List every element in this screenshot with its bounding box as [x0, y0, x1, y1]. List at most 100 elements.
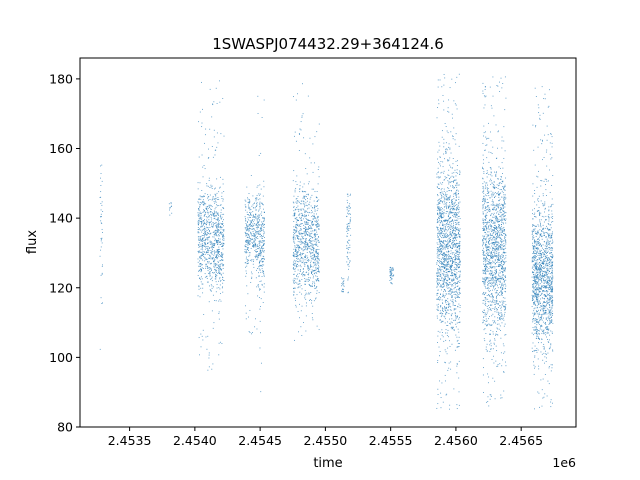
- data-point: [220, 204, 221, 206]
- data-point: [450, 207, 452, 209]
- data-point: [455, 175, 457, 177]
- data-point: [488, 225, 490, 227]
- data-point: [247, 217, 249, 219]
- data-point: [491, 256, 493, 258]
- data-point: [210, 186, 212, 188]
- data-point: [247, 221, 248, 223]
- data-point: [218, 226, 219, 228]
- data-point: [443, 84, 445, 86]
- data-point: [503, 313, 505, 315]
- data-point: [437, 176, 439, 178]
- data-point: [445, 211, 447, 212]
- data-point: [297, 260, 298, 262]
- data-point: [456, 253, 458, 255]
- data-point: [202, 253, 204, 255]
- data-point: [305, 293, 307, 295]
- data-point: [499, 305, 501, 307]
- data-point: [215, 275, 216, 277]
- data-point: [499, 189, 501, 191]
- data-point: [437, 303, 439, 305]
- data-point: [218, 235, 220, 237]
- data-point: [484, 303, 486, 305]
- data-point: [451, 220, 453, 221]
- data-point: [256, 224, 258, 226]
- data-point: [253, 266, 255, 268]
- data-point: [262, 248, 263, 250]
- data-point: [437, 298, 439, 300]
- data-point: [450, 181, 452, 183]
- data-point: [206, 220, 208, 222]
- data-point: [446, 197, 448, 199]
- data-point: [455, 184, 457, 186]
- data-point: [301, 279, 303, 280]
- data-point: [343, 282, 345, 284]
- data-point: [437, 282, 438, 284]
- data-point: [496, 303, 498, 304]
- data-point: [483, 293, 485, 295]
- data-point: [222, 291, 224, 293]
- data-point: [499, 363, 501, 365]
- data-point: [293, 135, 295, 137]
- data-point: [100, 220, 102, 222]
- data-point: [254, 216, 256, 217]
- data-point: [300, 253, 302, 255]
- data-point: [438, 209, 440, 211]
- data-point: [440, 198, 442, 199]
- data-point: [491, 107, 493, 109]
- data-point: [212, 244, 214, 246]
- data-point: [453, 204, 455, 206]
- data-point: [441, 276, 443, 278]
- data-point: [502, 256, 504, 258]
- data-point: [436, 247, 438, 248]
- data-point: [302, 191, 303, 193]
- data-point: [259, 206, 261, 208]
- data-point: [102, 231, 103, 233]
- data-point: [303, 242, 305, 244]
- data-point: [252, 246, 254, 247]
- data-point: [453, 241, 455, 243]
- data-point: [170, 207, 171, 209]
- data-point: [244, 231, 246, 233]
- data-point: [448, 282, 450, 284]
- data-point: [500, 307, 502, 309]
- data-point: [211, 220, 212, 222]
- data-point: [292, 236, 294, 238]
- data-point: [457, 229, 459, 231]
- data-point: [436, 274, 438, 276]
- data-point: [455, 224, 457, 226]
- data-point: [207, 207, 209, 209]
- data-point: [295, 281, 297, 283]
- data-point: [100, 196, 102, 198]
- data-point: [316, 279, 318, 281]
- data-point: [445, 224, 447, 226]
- data-point: [458, 184, 460, 186]
- data-point: [448, 238, 450, 240]
- data-point: [260, 241, 262, 243]
- data-point: [443, 271, 445, 273]
- data-point: [222, 237, 224, 239]
- data-point: [171, 212, 173, 214]
- data-point: [296, 216, 298, 218]
- data-point: [263, 180, 265, 182]
- data-point: [490, 253, 492, 255]
- data-point: [445, 237, 447, 239]
- data-point: [310, 230, 312, 232]
- data-point: [441, 130, 443, 132]
- data-point: [207, 249, 209, 251]
- data-point: [484, 281, 486, 283]
- data-point: [316, 241, 317, 243]
- data-point: [259, 236, 261, 238]
- data-point: [456, 289, 458, 291]
- data-point: [489, 300, 491, 302]
- data-point: [316, 290, 318, 292]
- data-point: [455, 316, 457, 318]
- data-point: [445, 282, 447, 283]
- data-point: [304, 234, 306, 236]
- data-point: [299, 241, 301, 243]
- data-point: [449, 232, 451, 234]
- data-point: [439, 298, 441, 300]
- data-point: [216, 267, 218, 268]
- data-point: [441, 188, 443, 189]
- data-point: [221, 254, 223, 256]
- data-point: [315, 269, 317, 271]
